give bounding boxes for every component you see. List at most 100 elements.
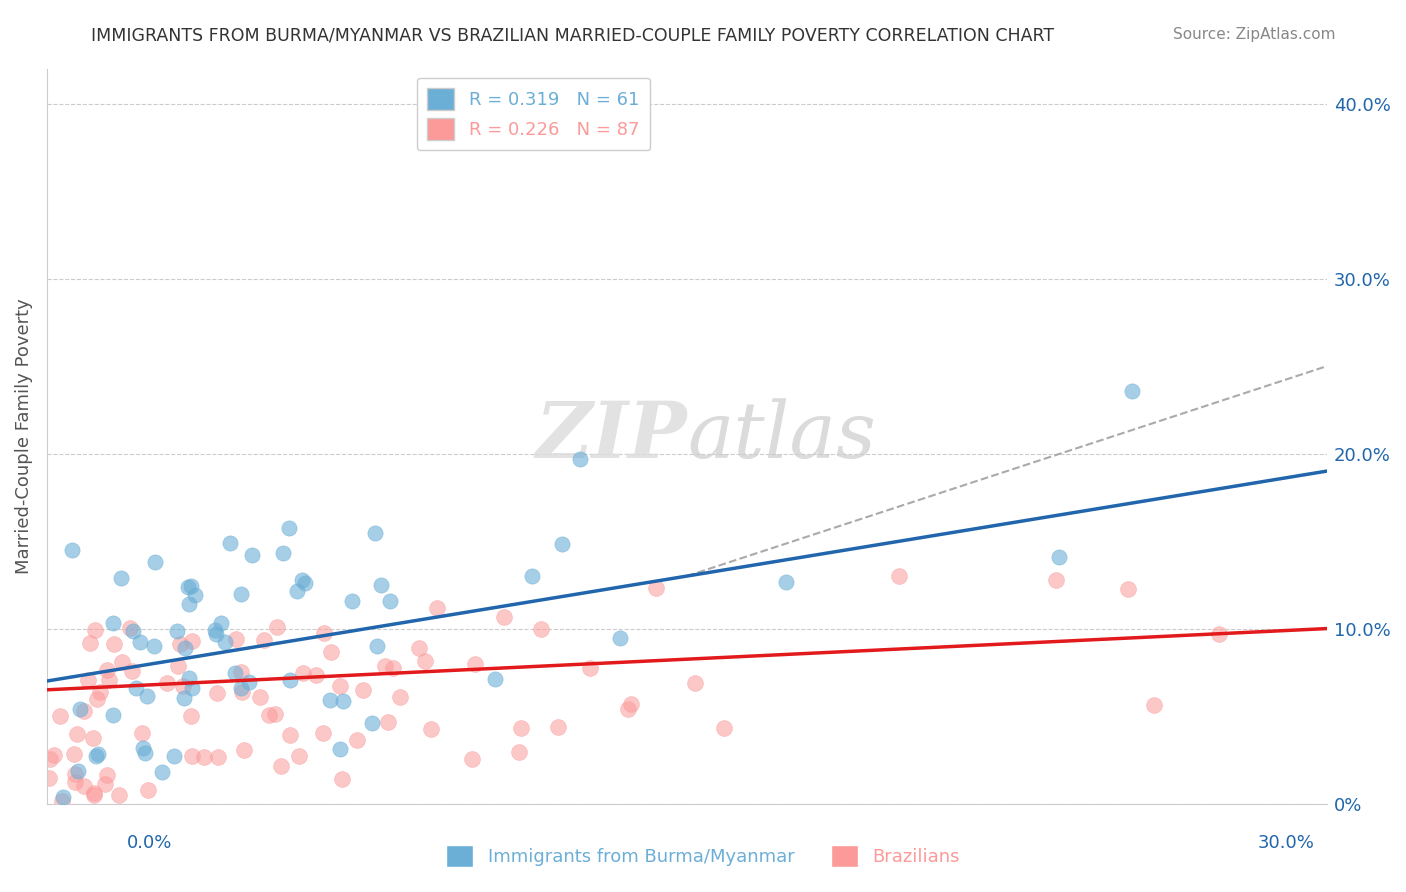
Point xyxy=(166,624,188,638)
Point xyxy=(143,555,166,569)
Point xyxy=(253,632,276,647)
Point xyxy=(205,686,228,700)
Point xyxy=(889,569,911,583)
Point xyxy=(609,632,631,646)
Point xyxy=(319,692,342,706)
Point xyxy=(382,661,405,675)
Point xyxy=(1116,582,1139,597)
Point xyxy=(464,657,486,672)
Point xyxy=(620,697,643,711)
Point xyxy=(278,673,301,687)
Point xyxy=(378,594,401,608)
Point xyxy=(413,654,436,668)
Point xyxy=(84,623,107,637)
Point xyxy=(508,745,530,759)
Point xyxy=(229,587,252,601)
Point xyxy=(266,620,288,634)
Point xyxy=(135,689,157,703)
Point xyxy=(218,536,240,550)
Point xyxy=(204,623,226,637)
Point xyxy=(224,665,246,680)
Point xyxy=(312,726,335,740)
Point xyxy=(270,759,292,773)
Point xyxy=(329,679,352,693)
Point xyxy=(134,746,156,760)
Point xyxy=(103,637,125,651)
Point xyxy=(60,542,83,557)
Point xyxy=(180,709,202,723)
Point xyxy=(238,674,260,689)
Point xyxy=(484,672,506,686)
Point xyxy=(84,749,107,764)
Text: 30.0%: 30.0% xyxy=(1258,834,1315,852)
Point xyxy=(101,615,124,630)
Point xyxy=(82,731,104,745)
Point xyxy=(103,708,125,723)
Point xyxy=(42,748,65,763)
Point xyxy=(181,633,204,648)
Point xyxy=(150,764,173,779)
Point xyxy=(39,751,62,765)
Point xyxy=(713,721,735,735)
Point xyxy=(94,777,117,791)
Point xyxy=(240,548,263,562)
Point xyxy=(494,610,516,624)
Point xyxy=(163,749,186,764)
Point xyxy=(364,525,387,540)
Point xyxy=(374,659,396,673)
Point xyxy=(86,691,108,706)
Point xyxy=(231,681,253,696)
Point xyxy=(181,749,204,764)
Point xyxy=(172,679,194,693)
Point xyxy=(69,702,91,716)
Point xyxy=(249,690,271,704)
Point xyxy=(193,750,215,764)
Point xyxy=(66,727,89,741)
Point xyxy=(169,637,191,651)
Point xyxy=(214,635,236,649)
Point xyxy=(181,681,204,695)
Point xyxy=(263,707,285,722)
Legend: Immigrants from Burma/Myanmar, Brazilians: Immigrants from Burma/Myanmar, Brazilian… xyxy=(439,838,967,874)
Point xyxy=(52,789,75,804)
Point xyxy=(461,752,484,766)
Point xyxy=(388,690,411,705)
Point xyxy=(346,732,368,747)
Point xyxy=(121,664,143,678)
Point xyxy=(273,546,295,560)
Point xyxy=(340,594,363,608)
Point xyxy=(408,641,430,656)
Point xyxy=(278,728,301,742)
Point xyxy=(87,747,110,762)
Point xyxy=(645,581,668,595)
Point xyxy=(177,580,200,594)
Point xyxy=(1121,384,1143,398)
Point xyxy=(370,578,392,592)
Text: 0.0%: 0.0% xyxy=(127,834,172,852)
Point xyxy=(180,579,202,593)
Point xyxy=(775,575,797,590)
Text: atlas: atlas xyxy=(688,398,876,475)
Point xyxy=(167,658,190,673)
Point xyxy=(231,685,253,699)
Point xyxy=(225,632,247,647)
Point xyxy=(551,536,574,550)
Point xyxy=(419,722,441,736)
Point xyxy=(118,621,141,635)
Point xyxy=(179,671,201,685)
Point xyxy=(132,741,155,756)
Point xyxy=(51,794,73,808)
Point xyxy=(330,772,353,787)
Text: ZIP: ZIP xyxy=(536,398,688,475)
Point xyxy=(73,704,96,718)
Point xyxy=(1143,698,1166,712)
Point xyxy=(65,767,87,781)
Point xyxy=(332,694,354,708)
Point xyxy=(205,627,228,641)
Point xyxy=(510,721,533,735)
Point xyxy=(76,673,98,687)
Point xyxy=(110,571,132,585)
Point xyxy=(366,639,388,653)
Point xyxy=(73,779,96,793)
Point xyxy=(122,624,145,639)
